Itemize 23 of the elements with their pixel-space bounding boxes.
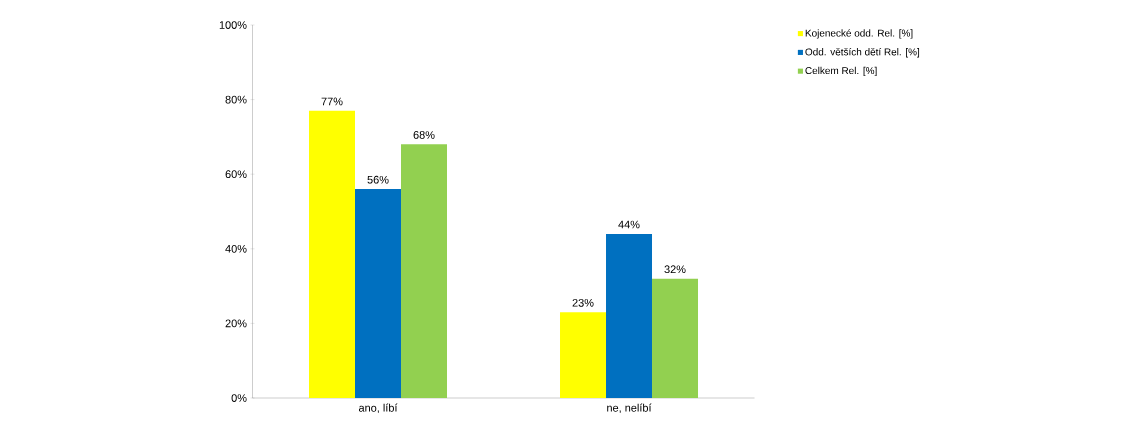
x-tick-label: ne, nelíbí [607, 403, 652, 413]
data-label: 32% [664, 265, 686, 274]
y-tick-label: 80% [225, 95, 247, 104]
y-tick-label: 20% [225, 319, 247, 328]
bar [355, 189, 401, 398]
y-tick-label: 100% [219, 21, 247, 29]
y-tick-label: 40% [225, 244, 247, 253]
bar [560, 312, 607, 398]
legend-label: Kojenecké odd. Rel. [%] [805, 29, 913, 39]
data-label: 56% [367, 175, 389, 184]
bar [606, 233, 653, 398]
bar [401, 144, 447, 398]
bar [652, 278, 699, 398]
legend-label: Odd. větších dětí Rel. [%] [805, 47, 920, 58]
data-label: 77% [321, 97, 343, 106]
bar [309, 110, 355, 398]
y-tick-label: 60% [225, 170, 247, 179]
data-label: 44% [618, 220, 640, 229]
data-label: 68% [413, 131, 435, 139]
legend-label: Celkem Rel. [%] [805, 66, 877, 77]
data-label: 23% [572, 298, 594, 307]
x-tick-label: ano, líbí [358, 403, 398, 413]
y-tick-label: 0% [231, 394, 247, 402]
